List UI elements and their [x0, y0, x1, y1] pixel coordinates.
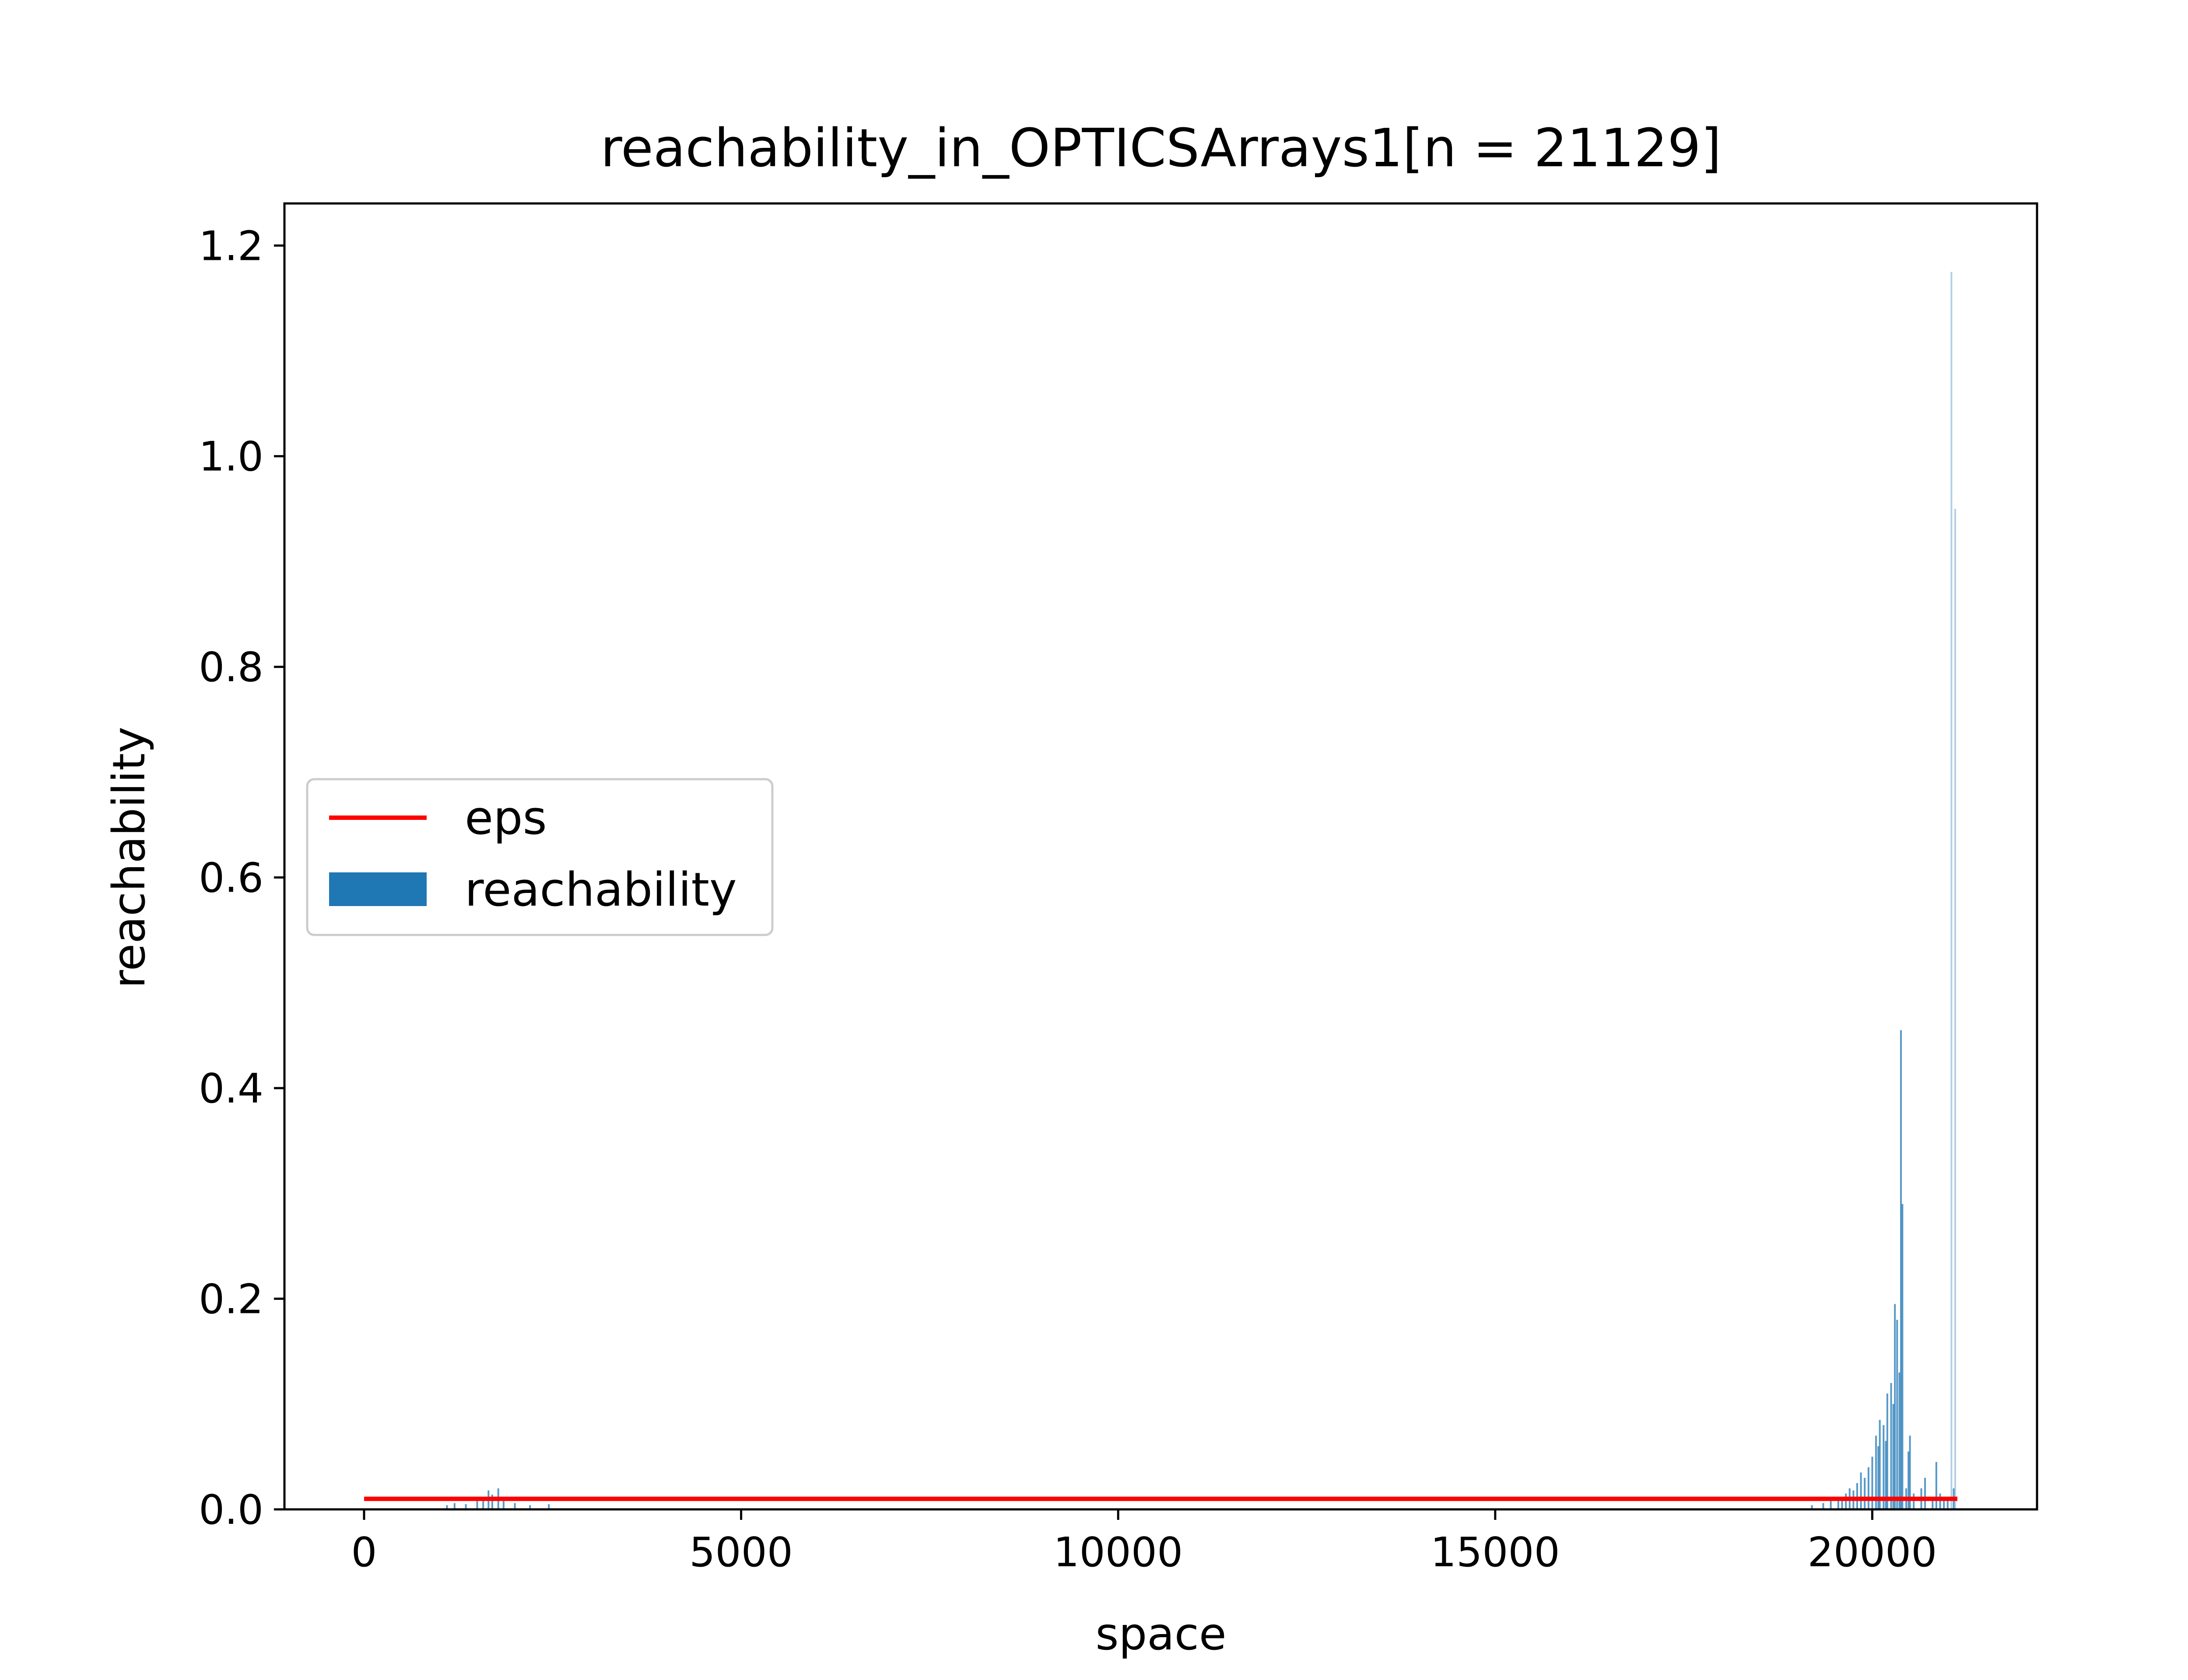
x-tick-label: 0 — [351, 1529, 377, 1576]
y-tick-label: 1.0 — [199, 433, 263, 480]
reachability-bar — [1939, 1493, 1941, 1509]
reachability-bar — [1892, 1404, 1894, 1509]
reachability-bar — [1883, 1425, 1885, 1509]
reachability-bar — [1885, 1441, 1887, 1509]
bar-group — [446, 272, 1956, 1509]
y-tick-label: 0.2 — [199, 1276, 263, 1323]
legend-reachability-label: reachability — [465, 863, 737, 917]
reachability-bar — [491, 1494, 493, 1509]
reachability-bar — [1935, 1462, 1937, 1509]
x-tick-label: 5000 — [689, 1529, 793, 1576]
reachability-bar — [482, 1497, 484, 1509]
reachability-bar — [548, 1504, 550, 1509]
reachability-bar — [1950, 272, 1953, 1509]
reachability-bar — [1900, 1030, 1902, 1509]
reachability-bar — [1894, 1304, 1896, 1509]
reachability-bar — [1841, 1498, 1843, 1509]
reachability-bar — [476, 1501, 478, 1509]
reachability-bar — [1924, 1477, 1926, 1509]
y-tick-label: 0.0 — [199, 1486, 263, 1533]
y-tick-label: 0.8 — [199, 644, 263, 691]
reachability-bar — [1898, 1372, 1900, 1509]
reachability-bar — [465, 1504, 467, 1509]
plot-area-frame — [283, 202, 2038, 1511]
x-tick-label: 10000 — [1053, 1529, 1183, 1576]
reachability-bar — [446, 1505, 448, 1509]
reachability-bar — [1856, 1483, 1858, 1509]
x-axis: 0 5000 10000 15000 20000 — [351, 1509, 1937, 1576]
y-axis-label: reachability — [103, 727, 155, 988]
reachability-bar — [1871, 1456, 1873, 1509]
reachability-bar — [1875, 1435, 1877, 1509]
reachability-bar — [453, 1503, 456, 1509]
reachability-bar — [1822, 1503, 1824, 1509]
reachability-bar — [1830, 1501, 1832, 1509]
chart-title: reachability_in_OPTICSArrays1[n = 21129] — [600, 118, 1721, 179]
reachability-bar — [1864, 1477, 1866, 1509]
legend-eps-label: eps — [465, 791, 547, 845]
x-tick-label: 15000 — [1431, 1529, 1560, 1576]
reachability-bar — [1954, 509, 1956, 1509]
reachability-bar — [502, 1498, 505, 1509]
reachability-bar — [1943, 1497, 1945, 1509]
y-tick-label: 0.4 — [199, 1065, 263, 1112]
reachability-bar — [1932, 1498, 1934, 1509]
reachability-bar — [1886, 1393, 1888, 1509]
reachability-bar — [1837, 1497, 1839, 1509]
reachability-bar — [514, 1503, 516, 1509]
reachability-bar — [1879, 1420, 1881, 1509]
legend: eps reachability — [306, 778, 774, 936]
legend-reachability-swatch — [329, 872, 427, 906]
y-axis: 0.0 0.2 0.4 0.6 0.8 1.0 1.2 — [199, 222, 284, 1533]
x-axis-label: space — [1095, 1608, 1226, 1660]
reachability-bar — [1860, 1472, 1862, 1509]
reachability-bar — [1896, 1320, 1898, 1509]
reachability-bar — [1907, 1451, 1910, 1509]
reachability-bar — [1890, 1383, 1892, 1509]
y-tick-label: 1.2 — [199, 222, 263, 270]
reachability-bar — [1867, 1467, 1869, 1509]
y-tick-label: 0.6 — [199, 854, 263, 902]
x-tick-label: 20000 — [1808, 1529, 1937, 1576]
reachability-bar — [1913, 1493, 1915, 1509]
reachability-bar — [529, 1505, 531, 1509]
reachability-bar — [1811, 1505, 1813, 1509]
reachability-bar — [1909, 1435, 1911, 1509]
reachability-bar — [1845, 1493, 1847, 1509]
reachability-bar — [1901, 1204, 1904, 1509]
reachability-bar — [1946, 1498, 1949, 1509]
reachability-bar — [1877, 1446, 1879, 1509]
